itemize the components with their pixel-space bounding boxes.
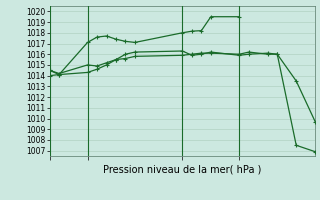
X-axis label: Pression niveau de la mer( hPa ): Pression niveau de la mer( hPa ) [103,164,261,174]
